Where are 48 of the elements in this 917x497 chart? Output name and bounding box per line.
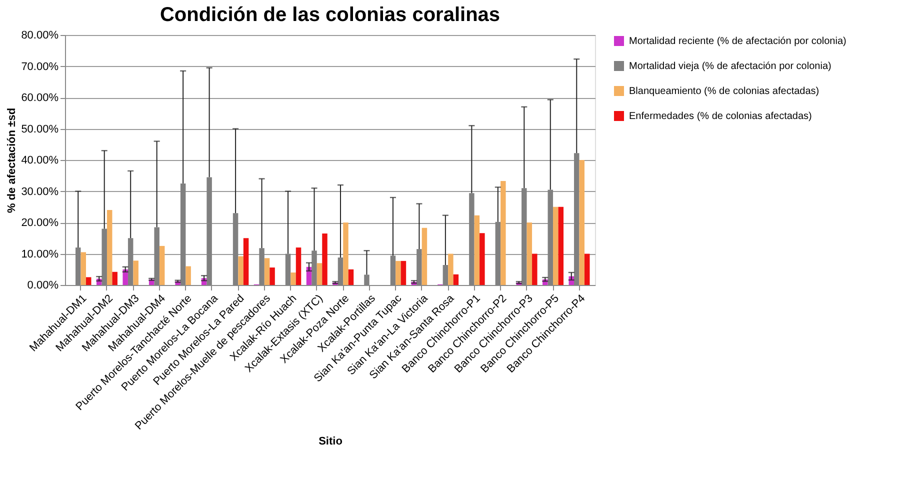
bar <box>316 263 322 285</box>
y-tick-label: 0.00% <box>27 280 59 292</box>
bar <box>400 260 406 285</box>
bar <box>500 180 506 285</box>
y-tick-label: 60.00% <box>21 92 59 104</box>
bar <box>396 260 401 285</box>
bar <box>238 256 244 285</box>
bar <box>453 274 459 285</box>
y-tick-label: 30.00% <box>21 186 59 198</box>
y-tick-label: 70.00% <box>21 60 59 73</box>
bar <box>558 206 564 285</box>
bar <box>422 228 428 285</box>
bar <box>186 266 191 285</box>
legend-label: Enfermedades (% de colonias afectadas) <box>629 111 812 122</box>
bar <box>448 254 454 285</box>
bar <box>159 246 165 285</box>
bar <box>86 277 92 285</box>
legend-label: Mortalidad vieja (% de afectación por colonia) <box>629 61 832 72</box>
bar <box>343 222 348 285</box>
bar <box>80 252 86 285</box>
x-axis-title: Sitio <box>318 436 343 448</box>
bar <box>133 260 138 285</box>
bar <box>532 254 538 285</box>
bar <box>106 210 112 285</box>
bar <box>290 272 296 285</box>
bar <box>474 215 480 285</box>
y-tick-label: 80.00% <box>21 30 59 42</box>
chart-title: Condición de las colonias coralinas <box>160 4 500 26</box>
y-tick-label: 20.00% <box>21 217 59 229</box>
bar <box>579 160 585 285</box>
bar <box>584 254 590 285</box>
bar <box>322 233 328 285</box>
y-axis-title: % de afectación ±sd <box>6 108 18 214</box>
legend-label: Mortalidad reciente (% de afectación por colonia) <box>629 36 846 47</box>
legend-label: Blanqueamiento (% de colonias afectadas) <box>629 86 820 97</box>
bar <box>264 258 270 285</box>
bar <box>296 248 302 285</box>
y-tick-label: 50.00% <box>21 123 59 136</box>
bar <box>243 238 249 285</box>
bar <box>112 272 118 285</box>
bar <box>553 206 558 285</box>
bar <box>122 269 128 285</box>
y-tick-label: 10.00% <box>21 248 59 260</box>
bar <box>348 269 354 285</box>
bar <box>480 233 485 285</box>
y-tick-label: 40.00% <box>21 154 59 166</box>
bar <box>270 268 275 285</box>
bar <box>526 222 532 285</box>
